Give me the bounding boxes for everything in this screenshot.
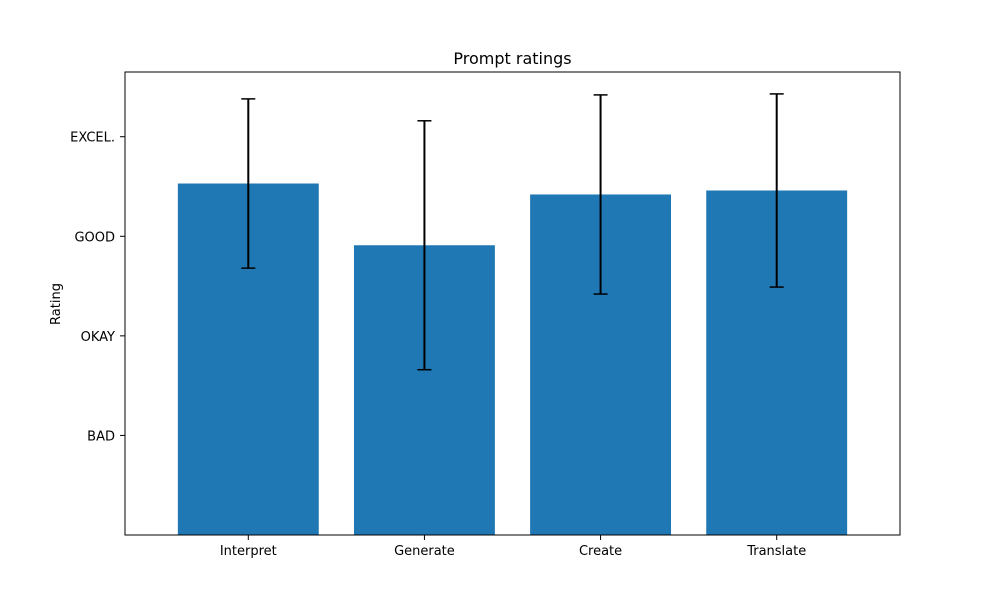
x-tick-label: Interpret (220, 544, 277, 559)
y-tick-label: EXCEL. (70, 131, 115, 146)
x-tick-label: Translate (746, 544, 806, 559)
plot-frame (124, 71, 901, 536)
chart-title: Prompt ratings (453, 49, 571, 68)
plot-area: BAD OKAY GOOD EXCEL. Interpret Generate Create… (70, 71, 901, 559)
x-tick-label: Generate (394, 544, 455, 559)
y-axis-label: Rating (49, 283, 64, 325)
y-tick-label: OKAY (81, 330, 115, 345)
y-tick-label: BAD (87, 429, 115, 444)
x-tick-label: Create (579, 544, 622, 559)
y-tick-label: GOOD (74, 230, 115, 245)
